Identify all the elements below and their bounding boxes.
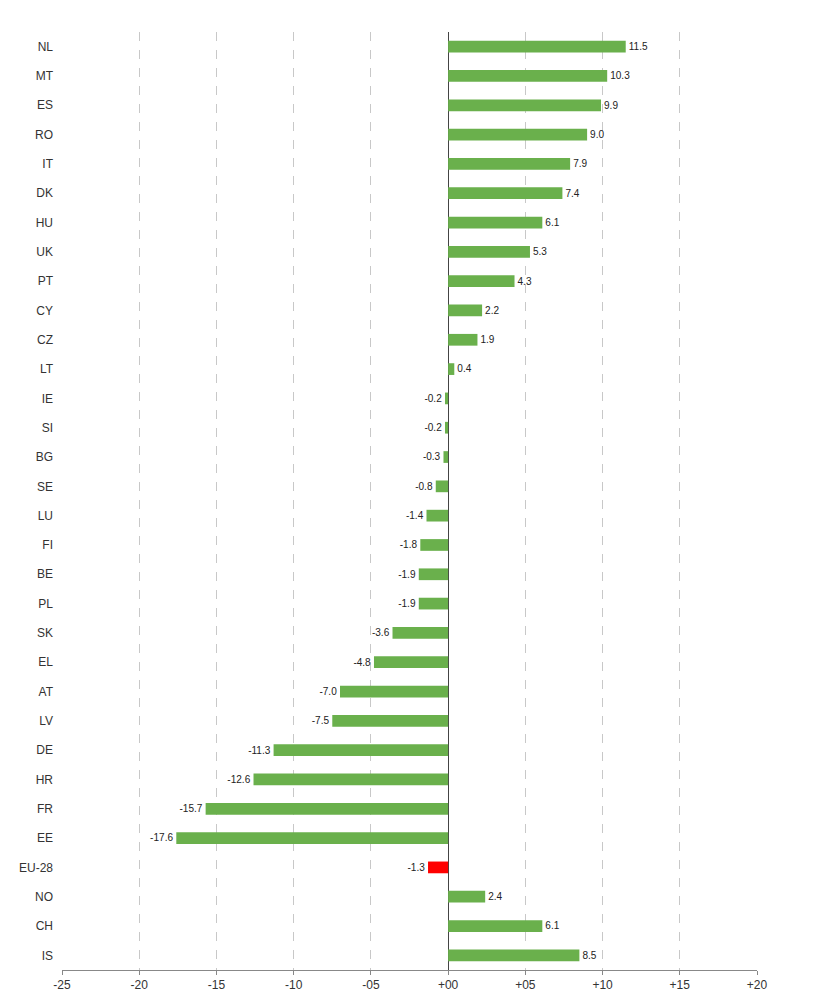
- svg-text:+10: +10: [592, 978, 613, 992]
- svg-text:SI: SI: [42, 421, 53, 435]
- svg-text:RO: RO: [35, 128, 53, 142]
- svg-text:AT: AT: [39, 685, 54, 699]
- svg-text:-0.3: -0.3: [423, 451, 441, 462]
- svg-text:-25: -25: [53, 978, 71, 992]
- svg-text:-1.3: -1.3: [407, 862, 425, 873]
- svg-text:CZ: CZ: [37, 333, 53, 347]
- svg-text:SE: SE: [37, 480, 53, 494]
- svg-text:ES: ES: [37, 98, 53, 112]
- svg-text:-0.2: -0.2: [424, 422, 442, 433]
- svg-text:SK: SK: [37, 626, 53, 640]
- svg-text:-05: -05: [362, 978, 380, 992]
- svg-text:9.9: 9.9: [604, 100, 618, 111]
- svg-text:DK: DK: [36, 186, 53, 200]
- svg-text:CY: CY: [36, 304, 53, 318]
- svg-text:+20: +20: [747, 978, 768, 992]
- svg-text:6.1: 6.1: [545, 217, 559, 228]
- svg-text:7.4: 7.4: [565, 188, 579, 199]
- svg-text:+05: +05: [515, 978, 536, 992]
- svg-text:FI: FI: [42, 538, 53, 552]
- svg-text:-15.7: -15.7: [179, 803, 202, 814]
- svg-text:10.3: 10.3: [610, 70, 630, 81]
- svg-text:NL: NL: [38, 40, 54, 54]
- svg-text:-0.2: -0.2: [424, 393, 442, 404]
- svg-text:NO: NO: [35, 890, 53, 904]
- svg-text:-1.8: -1.8: [400, 539, 418, 550]
- svg-text:DE: DE: [36, 743, 53, 757]
- svg-text:-10: -10: [285, 978, 303, 992]
- svg-text:-1.9: -1.9: [398, 569, 416, 580]
- svg-text:IE: IE: [42, 392, 53, 406]
- svg-text:HU: HU: [36, 216, 53, 230]
- svg-text:FR: FR: [37, 802, 53, 816]
- svg-text:LU: LU: [38, 509, 53, 523]
- svg-text:5.3: 5.3: [533, 246, 547, 257]
- svg-text:-7.0: -7.0: [319, 686, 337, 697]
- svg-text:11.5: 11.5: [629, 41, 648, 52]
- svg-text:-7.5: -7.5: [312, 715, 330, 726]
- svg-text:-11.3: -11.3: [248, 745, 271, 756]
- svg-text:IT: IT: [42, 157, 53, 171]
- svg-text:6.1: 6.1: [545, 920, 559, 931]
- svg-text:MT: MT: [36, 69, 54, 83]
- svg-text:-20: -20: [131, 978, 149, 992]
- svg-text:-0.8: -0.8: [415, 481, 433, 492]
- svg-text:-4.8: -4.8: [353, 657, 371, 668]
- svg-text:2.4: 2.4: [488, 891, 502, 902]
- svg-text:EL: EL: [38, 655, 53, 669]
- svg-text:BE: BE: [37, 567, 53, 581]
- svg-text:9.0: 9.0: [590, 129, 604, 140]
- svg-text:HR: HR: [36, 773, 54, 787]
- svg-text:CH: CH: [36, 919, 53, 933]
- svg-text:-12.6: -12.6: [227, 774, 250, 785]
- svg-text:-1.4: -1.4: [406, 510, 424, 521]
- svg-text:2.2: 2.2: [485, 305, 499, 316]
- svg-text:-17.6: -17.6: [150, 832, 173, 843]
- svg-text:4.3: 4.3: [518, 276, 532, 287]
- svg-text:-3.6: -3.6: [372, 627, 390, 638]
- svg-text:-1.9: -1.9: [398, 598, 416, 609]
- svg-text:PT: PT: [38, 274, 54, 288]
- svg-text:-15: -15: [208, 978, 226, 992]
- svg-text:+15: +15: [670, 978, 691, 992]
- svg-text:EU-28: EU-28: [19, 861, 53, 875]
- svg-text:BG: BG: [36, 450, 53, 464]
- svg-text:8.5: 8.5: [582, 950, 596, 961]
- svg-text:UK: UK: [36, 245, 53, 259]
- svg-text:1.9: 1.9: [480, 334, 494, 345]
- svg-text:LT: LT: [40, 362, 54, 376]
- svg-text:+00: +00: [438, 978, 459, 992]
- svg-text:7.9: 7.9: [573, 158, 587, 169]
- svg-text:EE: EE: [37, 831, 53, 845]
- svg-text:LV: LV: [39, 714, 53, 728]
- svg-text:IS: IS: [42, 949, 53, 963]
- svg-text:0.4: 0.4: [457, 363, 471, 374]
- svg-text:PL: PL: [38, 597, 53, 611]
